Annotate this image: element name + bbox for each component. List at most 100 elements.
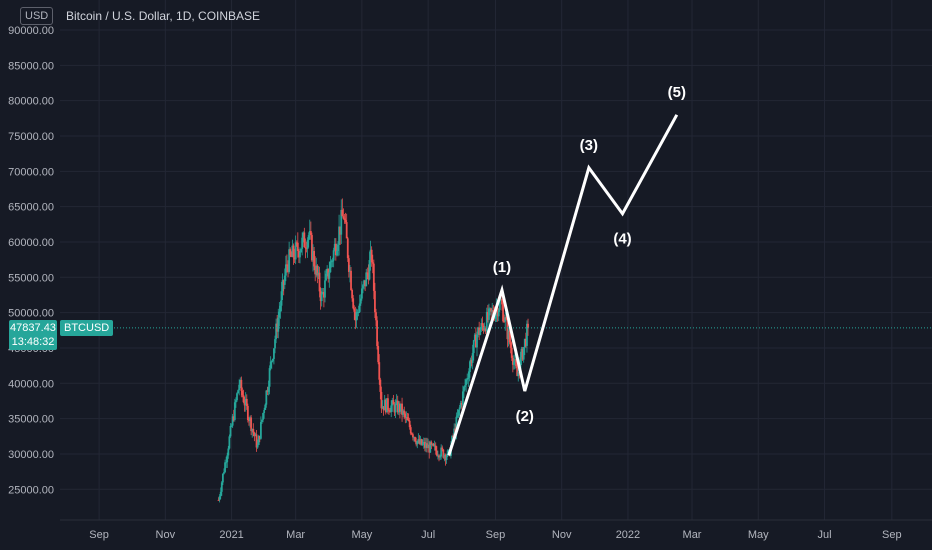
candle-body [349,270,351,272]
candle-body [365,272,368,287]
candle-body [469,359,472,369]
candle-body [440,447,443,457]
candle-body [421,443,424,445]
y-tick-label: 25000.00 [8,484,54,496]
candle-body [252,428,255,433]
candle-body [458,407,461,410]
candle-body [453,428,456,437]
elliott-wave: (1) (2) (3) (4) (5) [447,84,686,456]
candle-body [523,338,526,348]
candle-body [241,390,244,396]
candle-body [225,462,228,464]
time-axis[interactable]: Sep Nov 2021 Mar May Jul Sep Nov 2022 Mar May Jul Se… [60,519,932,541]
candle-body [243,402,246,406]
candle-body [227,448,230,456]
candle-body [430,442,433,446]
candle-body [320,293,323,302]
candle-body [467,377,470,380]
candle-body [351,290,354,299]
candle-body [289,249,292,255]
candle-body [313,250,316,267]
y-tick-label: 80000.00 [8,96,54,108]
candle-body [331,260,334,262]
candle-body [267,386,270,392]
wave-path[interactable] [447,114,679,456]
candle-body [352,298,355,309]
candle-body [338,226,340,245]
candle-body [391,400,394,406]
candle-body [514,359,516,362]
y-tick-label: 85000.00 [8,60,54,72]
candle-body [230,425,233,427]
candle-body [502,304,504,322]
candle-body [339,226,342,235]
candle-body [307,235,310,241]
candle-body [334,243,337,256]
candle-body [359,298,362,304]
candle-body [284,264,287,276]
candle-body [238,384,241,391]
x-tick-label: Nov [552,529,572,541]
candle-body [299,252,301,258]
y-tick-label: 50000.00 [8,308,54,320]
candle-body [506,319,509,340]
candle-body [286,264,288,266]
candle-body [491,310,494,312]
candle-body [231,416,234,426]
candle-body [503,321,506,323]
candle-body [276,323,279,332]
candle-body [332,250,335,261]
candle-body [511,357,514,365]
candle-body [526,323,528,346]
current-price-tag: 47837.43 13:48:32 [9,320,57,350]
candle-body [357,311,360,313]
candle-body [400,403,402,412]
candle-body [327,268,330,279]
candle-body [390,405,393,413]
candle-body [256,444,259,448]
candle-body [405,417,408,419]
candle-body [218,496,221,500]
x-tick-label: Sep [89,529,109,541]
candle-body [484,328,487,332]
candle-body [354,311,357,321]
candle-body [233,402,236,420]
candle-body [439,456,441,458]
candle-body [279,305,282,312]
candle-body [513,361,515,365]
candle-body [409,427,412,434]
candle-body [251,428,254,432]
candle-body [271,358,274,361]
candle-body [240,379,243,391]
candle-body [261,419,263,423]
candle-body [356,311,359,313]
candle-body [434,445,437,451]
candle-body [461,391,464,405]
x-tick-label: Jul [817,529,831,541]
candle-body [278,311,281,318]
candle-body [395,400,398,404]
candle-body [255,434,258,448]
candle-body [468,368,471,378]
candle-body [475,334,477,348]
candle-body [408,420,411,428]
candle-body [442,449,445,458]
candle-body [404,413,407,418]
candle-body [239,379,242,385]
price-axis[interactable]: 25000.0030000.0035000.0040000.0045000.00… [8,25,54,496]
candle-body [263,409,266,414]
candle-body [406,417,409,421]
candle-body [275,323,277,340]
y-tick-label: 60000.00 [8,237,54,249]
candle-body [498,300,501,310]
currency-badge[interactable]: USD [20,7,54,25]
candle-body [515,359,517,367]
candle-body [368,260,371,280]
candle-body [244,398,247,406]
candle-body [369,249,372,261]
candle-body [438,455,440,458]
x-tick-label: Sep [882,529,902,541]
candle-body [501,299,503,305]
candle-body [367,273,370,280]
